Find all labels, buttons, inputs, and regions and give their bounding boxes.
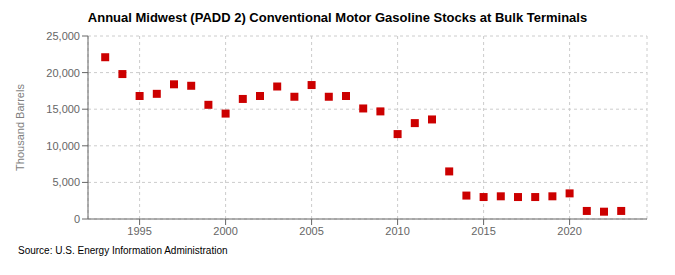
- svg-text:2000: 2000: [213, 225, 237, 237]
- svg-text:20,000: 20,000: [46, 67, 80, 79]
- svg-text:2015: 2015: [471, 225, 495, 237]
- svg-text:5,000: 5,000: [52, 176, 80, 188]
- html-text:Source: U.S. Energy Informatio: Source: U.S. Energy Information Administ…: [18, 245, 228, 256]
- svg-text:15,000: 15,000: [46, 103, 80, 115]
- svg-text:25,000: 25,000: [46, 30, 80, 42]
- svg-text:2020: 2020: [557, 225, 581, 237]
- svg-text:0: 0: [74, 213, 80, 225]
- svg-text:10,000: 10,000: [46, 140, 80, 152]
- html-text:Annual Midwest (PADD 2) Conven: Annual Midwest (PADD 2) Conventional Mot…: [87, 10, 588, 25]
- svg-text:Thousand Barrels: Thousand Barrels: [14, 84, 26, 171]
- svg-text:1995: 1995: [127, 225, 151, 237]
- svg-text:2010: 2010: [385, 225, 409, 237]
- svg-text:2005: 2005: [299, 225, 323, 237]
